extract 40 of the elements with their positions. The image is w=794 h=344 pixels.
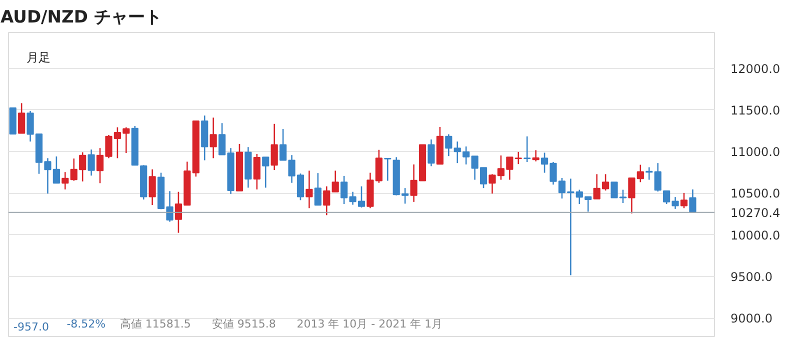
annotation: 高値 11581.5 [120, 318, 191, 330]
chart-title: AUD/NZD チャート [0, 8, 162, 28]
candlestick [148, 168, 156, 206]
ref-line-label: 10270.4 [730, 206, 780, 220]
candlestick [384, 158, 392, 182]
candlestick [436, 126, 444, 165]
candlestick [262, 156, 270, 188]
annotation: 月足 [26, 50, 50, 64]
candlestick [88, 148, 95, 176]
candlestick [270, 123, 278, 171]
y-tick-label: 11000.0 [730, 145, 780, 160]
candlestick [532, 150, 540, 162]
candlestick [201, 114, 208, 161]
candlestick [9, 107, 16, 134]
candlestick [689, 188, 696, 213]
candlestick [646, 166, 653, 180]
candlestick [62, 171, 69, 190]
annotation: 安値 9515.8 [212, 318, 276, 330]
y-tick-label: 11500.0 [730, 103, 780, 118]
candlestick [18, 102, 26, 134]
y-tick-label: 12000.0 [730, 62, 780, 76]
candlestick [628, 178, 636, 214]
y-tick-label: 10500.0 [730, 186, 780, 201]
candlestick [210, 116, 217, 159]
candlestick [192, 120, 200, 178]
candlestick [314, 172, 322, 206]
candlestick [428, 138, 435, 167]
candlestick [306, 170, 313, 209]
candlestick [323, 186, 330, 216]
candlestick [524, 136, 531, 163]
candlestick [131, 125, 138, 166]
candlestick [332, 170, 339, 192]
annotation: 2013 年 10月 - 2021 年 1月 [296, 318, 443, 330]
annotation: -8.52% [66, 318, 106, 330]
y-tick-label: 10000.0 [730, 228, 780, 242]
y-tick-label: 9000.0 [730, 312, 772, 326]
annotation: -957.0 [14, 320, 49, 334]
candlestick [244, 146, 252, 188]
candlestick [514, 151, 522, 165]
y-tick-label: 9500.0 [730, 270, 772, 284]
